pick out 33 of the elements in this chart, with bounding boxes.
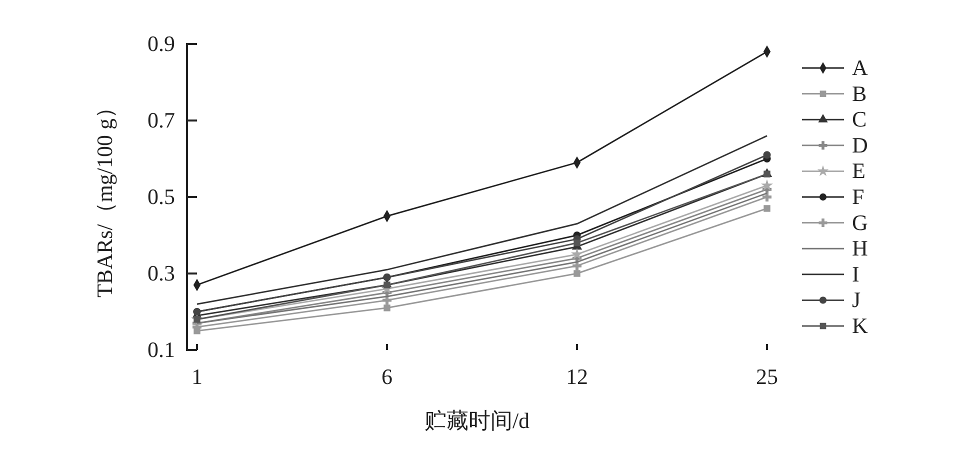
y-tick-label: 0.3 [148, 260, 175, 286]
point [382, 296, 392, 305]
legend-label: A [852, 55, 868, 80]
line-series [196, 135, 768, 305]
legend-label: C [852, 106, 867, 132]
legend-label: D [852, 132, 868, 158]
legend-label: G [852, 210, 868, 235]
legend-label: F [852, 184, 864, 209]
x-tick-label: 1 [192, 364, 202, 389]
x-tick-label: 6 [382, 364, 392, 389]
legend-label: B [852, 80, 867, 106]
y-tick-label: 0.5 [148, 184, 175, 210]
y-tick-label: 0.9 [148, 31, 175, 56]
y-tick-label: 0.1 [148, 337, 175, 362]
legend-label: I [852, 261, 860, 286]
point [763, 151, 771, 159]
legend-label: J [852, 287, 861, 312]
legend-label: H [852, 236, 868, 261]
point [762, 192, 772, 202]
x-tick-label: 12 [566, 364, 588, 389]
point [574, 240, 580, 246]
y-tick-label: 0.7 [148, 108, 175, 133]
legend-label: E [852, 158, 866, 184]
legend-label: K [852, 313, 868, 338]
point [760, 179, 774, 191]
x-tick-label: 25 [756, 364, 778, 389]
point [574, 270, 580, 277]
point [384, 282, 390, 288]
point [384, 304, 390, 312]
x-axis-title: 贮藏时间/d [424, 408, 530, 433]
point [764, 205, 770, 212]
y-axis-title: TBARs/（mg/100 g） [92, 96, 117, 298]
point [570, 248, 584, 260]
